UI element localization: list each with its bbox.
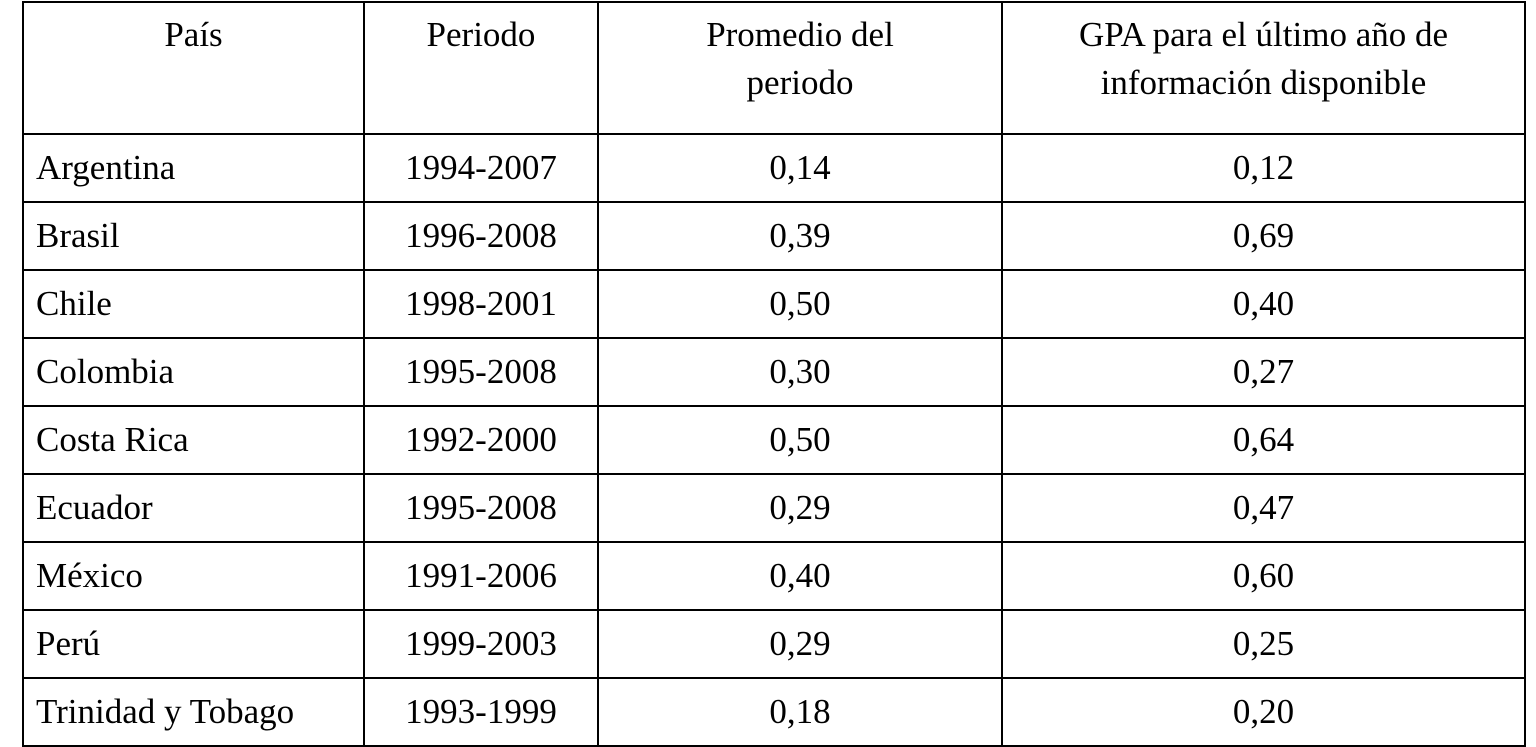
header-cell: Promedio del periodo (597, 1, 1003, 135)
value-cell: 1991-2006 (363, 541, 599, 611)
value-cell: 0,50 (597, 269, 1003, 339)
value-cell: 0,25 (1001, 609, 1526, 679)
country-cell: México (22, 541, 365, 611)
value-cell: 0,40 (1001, 269, 1526, 339)
header-text: Promedio del (706, 15, 894, 54)
value-cell: 0,29 (597, 609, 1003, 679)
value-cell: 0,60 (1001, 541, 1526, 611)
country-cell: Trinidad y Tobago (22, 677, 365, 747)
value-cell: 1995-2008 (363, 473, 599, 543)
value-cell: 0,39 (597, 201, 1003, 271)
header-text: País (164, 15, 223, 54)
value-cell: 1992-2000 (363, 405, 599, 475)
value-cell: 0,12 (1001, 133, 1526, 203)
table-row: Trinidad y Tobago 1993-1999 0,18 0,20 (22, 677, 1526, 747)
country-cell: Perú (22, 609, 365, 679)
header-row: País Periodo Promedio del periodo GPA para e… (22, 1, 1526, 135)
value-cell: 1996-2008 (363, 201, 599, 271)
table-row: Perú 1999-2003 0,29 0,25 (22, 609, 1526, 679)
table-body: Argentina 1994-2007 0,14 0,12 Brasil 1996-200… (22, 133, 1526, 747)
value-cell: 1998-2001 (363, 269, 599, 339)
value-cell: 0,64 (1001, 405, 1526, 475)
table-row: Brasil 1996-2008 0,39 0,69 (22, 201, 1526, 271)
header-text: GPA para el último año de (1078, 15, 1449, 54)
value-cell: 0,40 (597, 541, 1003, 611)
country-cell: Costa Rica (22, 405, 365, 475)
table-row: Ecuador 1995-2008 0,29 0,47 (22, 473, 1526, 543)
country-cell: Brasil (22, 201, 365, 271)
value-cell: 1993-1999 (363, 677, 599, 747)
table-row: Costa Rica 1992-2000 0,50 0,64 (22, 405, 1526, 475)
header-text: periodo (746, 63, 854, 102)
value-cell: 0,20 (1001, 677, 1526, 747)
header-text: Periodo (426, 15, 536, 54)
value-cell: 0,14 (597, 133, 1003, 203)
value-cell: 0,47 (1001, 473, 1526, 543)
table-row: México 1991-2006 0,40 0,60 (22, 541, 1526, 611)
value-cell: 0,29 (597, 473, 1003, 543)
data-table: País Periodo Promedio del periodo GPA para e… (22, 1, 1526, 747)
value-cell: 0,50 (597, 405, 1003, 475)
value-cell: 0,18 (597, 677, 1003, 747)
value-cell: 1995-2008 (363, 337, 599, 407)
country-cell: Argentina (22, 133, 365, 203)
header-cell: Periodo (363, 1, 599, 135)
header-cell: País (22, 1, 365, 135)
table-row: Argentina 1994-2007 0,14 0,12 (22, 133, 1526, 203)
value-cell: 1999-2003 (363, 609, 599, 679)
value-cell: 0,69 (1001, 201, 1526, 271)
country-cell: Colombia (22, 337, 365, 407)
header-text: información disponible (1100, 63, 1427, 102)
header-cell: GPA para el último año de información dis… (1001, 1, 1526, 135)
table-header: País Periodo Promedio del periodo GPA para e… (22, 1, 1526, 135)
country-cell: Chile (22, 269, 365, 339)
table-row: Colombia 1995-2008 0,30 0,27 (22, 337, 1526, 407)
country-cell: Ecuador (22, 473, 365, 543)
table-row: Chile 1998-2001 0,50 0,40 (22, 269, 1526, 339)
value-cell: 0,30 (597, 337, 1003, 407)
value-cell: 0,27 (1001, 337, 1526, 407)
value-cell: 1994-2007 (363, 133, 599, 203)
